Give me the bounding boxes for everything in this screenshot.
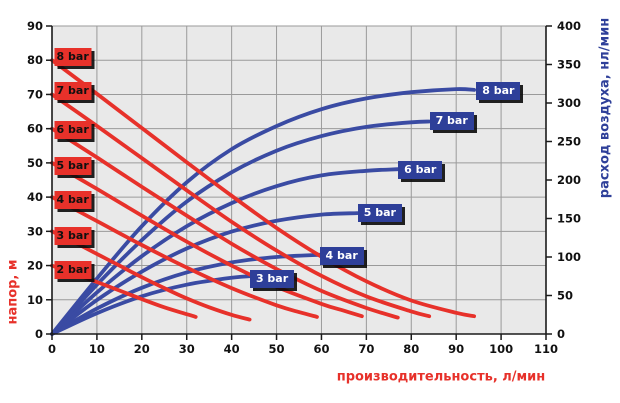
y-right-tick-label: 100	[557, 250, 581, 264]
x-tick-label: 110	[534, 342, 558, 356]
head-curve-3bar	[50, 229, 252, 322]
y-right-tick-label: 300	[557, 96, 581, 110]
y-left-tick-label: 60	[27, 122, 43, 136]
y-right-tick-label: 200	[557, 173, 581, 187]
air-curve-7bar	[50, 119, 432, 336]
air-curve-5bar	[50, 211, 360, 336]
x-tick-label: 100	[489, 342, 513, 356]
x-tick-label: 30	[179, 342, 195, 356]
x-tick-label: 60	[313, 342, 329, 356]
y-left-tick-label: 20	[27, 259, 43, 273]
air-curve-8bar	[50, 87, 476, 336]
x-tick-label: 70	[358, 342, 374, 356]
x-tick-label: 50	[269, 342, 285, 356]
y-left-tick-label: 40	[27, 190, 43, 204]
head-curve-6bar	[50, 126, 400, 320]
x-tick-label: 10	[89, 342, 105, 356]
x-tick-label: 90	[448, 342, 464, 356]
x-tick-label: 40	[224, 342, 240, 356]
air-curve-6bar	[50, 167, 400, 336]
y-right-tick-label: 0	[557, 327, 565, 341]
head-curve-7bar	[50, 92, 432, 319]
y-left-tick-label: 30	[27, 224, 43, 238]
x-tick-label: 0	[48, 342, 56, 356]
y-right-tick-label: 250	[557, 135, 581, 149]
y-left-tick-label: 0	[35, 327, 43, 341]
y-left-tick-label: 70	[27, 87, 43, 101]
y-left-axis-title: напор, м	[5, 259, 21, 325]
y-left-tick-label: 50	[27, 156, 43, 170]
x-tick-label: 80	[403, 342, 419, 356]
y-right-axis-title: расход воздуха, нл/мин	[597, 17, 613, 199]
head-curve-8bar	[50, 58, 476, 319]
y-right-tick-label: 50	[557, 289, 573, 303]
y-left-tick-label: 80	[27, 53, 43, 67]
head-curve-5bar	[50, 161, 364, 319]
head-curve-4bar	[50, 195, 319, 319]
x-axis-title: производительность, л/мин	[336, 369, 546, 385]
y-left-tick-label: 90	[27, 19, 43, 33]
y-right-tick-label: 400	[557, 19, 581, 33]
air-curve-4bar	[50, 252, 324, 336]
x-tick-label: 20	[134, 342, 150, 356]
y-left-tick-label: 10	[27, 293, 43, 307]
y-right-tick-label: 150	[557, 212, 581, 226]
y-right-tick-label: 350	[557, 58, 581, 72]
